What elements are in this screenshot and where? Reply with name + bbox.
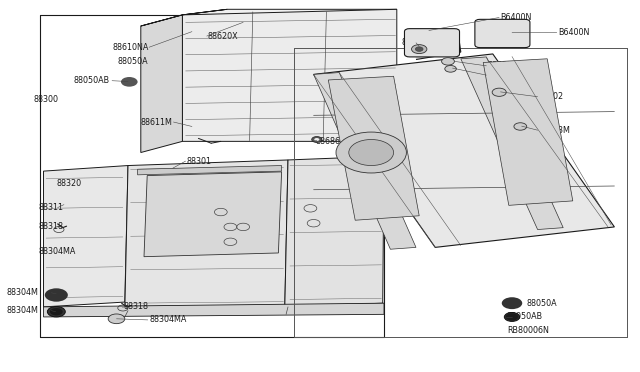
Text: 88050A: 88050A — [526, 299, 557, 308]
Polygon shape — [483, 59, 573, 205]
Circle shape — [50, 308, 63, 315]
Text: 88304MA: 88304MA — [149, 315, 186, 324]
Text: B6400N: B6400N — [500, 13, 532, 22]
Circle shape — [49, 291, 64, 299]
Polygon shape — [285, 156, 384, 307]
Text: RB80006N: RB80006N — [507, 326, 548, 335]
Text: 88304MA: 88304MA — [38, 247, 76, 256]
Circle shape — [504, 299, 520, 308]
Circle shape — [108, 314, 125, 324]
Text: 88611M: 88611M — [141, 118, 173, 126]
Circle shape — [506, 313, 518, 321]
Text: 88603M: 88603M — [488, 71, 520, 80]
Circle shape — [495, 90, 503, 94]
Text: 88686: 88686 — [316, 137, 340, 146]
Circle shape — [121, 77, 138, 87]
Text: 88311: 88311 — [38, 203, 63, 212]
Polygon shape — [182, 9, 397, 141]
Circle shape — [412, 45, 427, 54]
Polygon shape — [144, 172, 282, 257]
Polygon shape — [413, 30, 461, 60]
Text: 88050AB: 88050AB — [74, 76, 110, 85]
Circle shape — [442, 58, 454, 65]
Polygon shape — [138, 166, 282, 175]
Circle shape — [517, 125, 524, 128]
Text: 88320: 88320 — [56, 179, 81, 187]
Polygon shape — [461, 57, 563, 230]
Circle shape — [336, 132, 406, 173]
Text: 88050A: 88050A — [118, 57, 148, 66]
Polygon shape — [314, 54, 614, 247]
Polygon shape — [141, 15, 182, 153]
FancyBboxPatch shape — [404, 29, 460, 57]
Polygon shape — [141, 9, 227, 26]
Circle shape — [514, 123, 527, 130]
Polygon shape — [44, 303, 384, 317]
FancyBboxPatch shape — [475, 19, 530, 48]
Text: 88602: 88602 — [539, 92, 564, 101]
Polygon shape — [44, 166, 128, 307]
Text: B6400N: B6400N — [558, 28, 589, 37]
Text: 88300: 88300 — [33, 95, 58, 104]
Circle shape — [447, 67, 454, 71]
Text: 88623T: 88623T — [488, 61, 518, 70]
Polygon shape — [125, 160, 288, 311]
Text: 88050AB: 88050AB — [507, 312, 543, 321]
Circle shape — [312, 137, 322, 142]
Circle shape — [504, 312, 520, 321]
Text: 88318: 88318 — [38, 222, 63, 231]
Polygon shape — [328, 76, 419, 220]
Circle shape — [492, 88, 506, 96]
Circle shape — [349, 140, 394, 166]
Circle shape — [445, 65, 456, 72]
Text: 88602: 88602 — [402, 38, 427, 47]
Text: 88304M: 88304M — [6, 306, 38, 315]
Circle shape — [502, 297, 522, 309]
Circle shape — [47, 307, 65, 317]
Polygon shape — [314, 73, 416, 249]
Circle shape — [45, 288, 68, 302]
Text: 88318: 88318 — [124, 302, 148, 311]
Circle shape — [124, 78, 135, 85]
Text: 88304M: 88304M — [6, 288, 38, 297]
Polygon shape — [182, 9, 397, 15]
Text: 88610NA: 88610NA — [112, 43, 148, 52]
Text: 88603M: 88603M — [539, 126, 571, 135]
Text: 88301: 88301 — [187, 157, 212, 166]
Circle shape — [314, 138, 319, 141]
Text: 88620X: 88620X — [208, 32, 239, 41]
Circle shape — [415, 47, 423, 51]
